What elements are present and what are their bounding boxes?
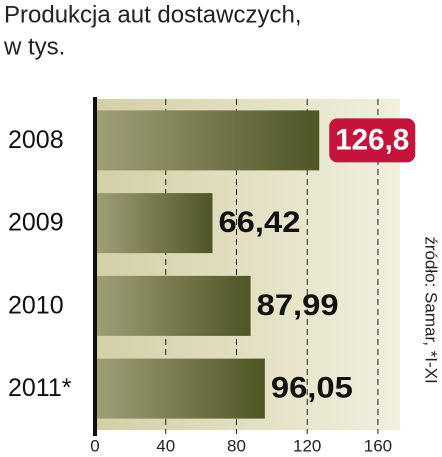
x-tick-label: 160 <box>364 436 392 455</box>
value-label-box <box>329 118 416 163</box>
bar <box>95 275 251 336</box>
x-tick-label: 0 <box>90 436 99 455</box>
y-tick-label: 2011* <box>8 374 72 402</box>
value-label: 87,99 <box>257 289 339 322</box>
x-tick-label: 120 <box>293 436 321 455</box>
y-tick-label: 2009 <box>8 209 64 237</box>
y-tick-label: 2010 <box>8 291 64 319</box>
x-tick-label: 40 <box>156 436 175 455</box>
value-label: 66,42 <box>218 206 300 239</box>
value-label: 96,05 <box>271 372 353 405</box>
y-tick-label: 2008 <box>8 126 64 154</box>
bar <box>95 358 265 419</box>
chart-title: w tys. <box>3 33 65 60</box>
bar <box>95 193 213 254</box>
source-note: źródło: Samar, *I-XI <box>422 236 441 383</box>
bar <box>95 110 320 171</box>
value-label: 126,8 <box>335 123 409 156</box>
x-tick-label: 80 <box>227 436 246 455</box>
chart-title: Produkcja aut dostawczych, <box>4 1 301 28</box>
